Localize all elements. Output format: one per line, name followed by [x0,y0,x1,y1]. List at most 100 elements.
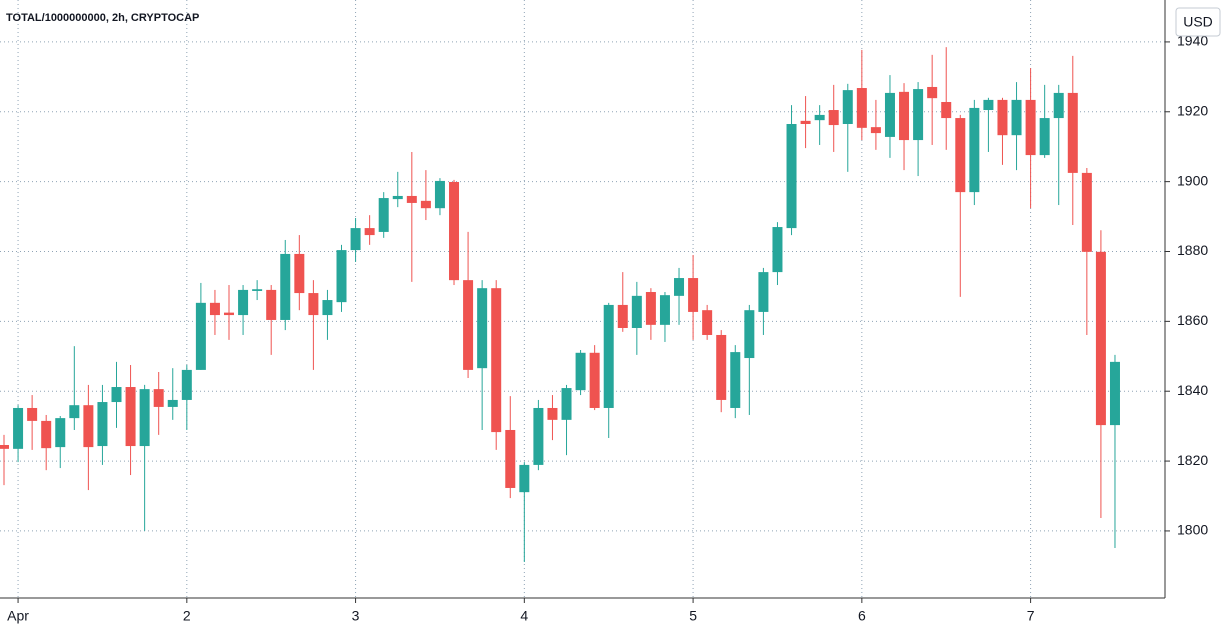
candle-body [1011,99,1022,136]
candle-body [83,405,94,448]
candle-body [336,250,347,303]
candle-body [1053,92,1064,119]
candle-body [716,334,727,400]
candle-body [294,253,305,294]
candle-body [603,304,614,408]
y-tick-label: 1940 [1177,33,1208,49]
candle-body [744,310,755,359]
candle-body [55,418,66,448]
x-tick-label: 3 [352,608,360,624]
candle-body [378,198,389,232]
candle-body [631,295,642,328]
candle-body [505,429,516,488]
candle-body [533,407,544,465]
candle-body [870,127,881,134]
candle-body [758,272,769,312]
x-tick-label: 2 [183,608,191,624]
currency-badge[interactable] [1175,7,1221,37]
candle-body [1109,361,1120,426]
candle-body [139,389,150,447]
candle-body [674,278,685,296]
candle-body [97,402,108,447]
candle-body [519,464,530,493]
candle-body [434,180,445,209]
candle-body [617,304,628,328]
candle-body [927,86,938,99]
x-tick-label: 7 [1027,608,1035,624]
x-tick-label: 5 [689,608,697,624]
candle-body [111,387,122,403]
candle-body [463,280,474,370]
candle-body [392,195,403,200]
candle-body [941,101,952,119]
candle-body [477,288,488,369]
y-tick-label: 1840 [1177,382,1208,398]
candle-body [1095,251,1106,426]
candle-body [814,114,825,121]
candle-body [41,420,52,449]
candle-body [195,302,206,370]
candle-body [364,228,375,236]
candle-body [125,387,136,447]
candle-body [266,289,277,320]
candle-body [856,88,867,128]
candle-body [561,388,572,420]
candle-body [786,124,797,229]
candle-body [800,120,811,125]
candle-body [842,90,853,125]
grid [0,0,1165,598]
candle-body [153,389,164,407]
candle-body [983,99,994,111]
currency-label[interactable]: USD [1183,14,1213,30]
candle-body [69,405,80,419]
candle-body [350,228,361,251]
candle-body [27,407,38,421]
candle-body [238,289,249,316]
candle-body [899,91,910,141]
y-tick-label: 1920 [1177,102,1208,118]
candles [0,47,1120,563]
candle-body [702,310,713,335]
candle-body [491,288,502,433]
x-tick-label: Apr [7,608,29,624]
candle-body [0,445,9,449]
candle-body [884,92,895,137]
candle-body [969,107,980,193]
candle-body [913,89,924,141]
y-tick-label: 1900 [1177,172,1208,188]
candle-body [308,293,319,316]
axes: 1800 1820 1840 1860 1880 1900 1920 1940 Apr 2 3 4 5 6… [7,33,1208,624]
candle-body [224,312,235,316]
x-tick-label: 4 [520,608,528,624]
candle-body [209,302,220,316]
chart-title: TOTAL/1000000000, 2h, CRYPTOCAP [6,12,199,24]
candle-body [406,195,417,203]
candle-body [688,278,699,312]
y-tick-label: 1860 [1177,312,1208,328]
candle-body [772,227,783,273]
candle-body [252,289,263,291]
candle-body [547,407,558,420]
candle-body [449,181,460,281]
candle-body [181,369,192,400]
candle-body [997,99,1008,136]
candle-body [1081,172,1092,252]
candle-body [1039,118,1050,156]
candle-body [659,295,670,325]
y-tick-label: 1820 [1177,452,1208,468]
x-tick-label: 6 [858,608,866,624]
candle-body [955,118,966,193]
candle-body [13,407,24,449]
candle-body [420,200,431,209]
candle-body [645,292,656,325]
candle-body [1067,92,1078,173]
candle-body [730,352,741,408]
candle-body [589,352,600,408]
candle-body [1025,99,1036,156]
y-tick-label: 1880 [1177,242,1208,258]
y-tick-label: 1800 [1177,522,1208,538]
candle-body [167,399,178,407]
candle-body [828,110,839,126]
candle-body [280,253,291,320]
